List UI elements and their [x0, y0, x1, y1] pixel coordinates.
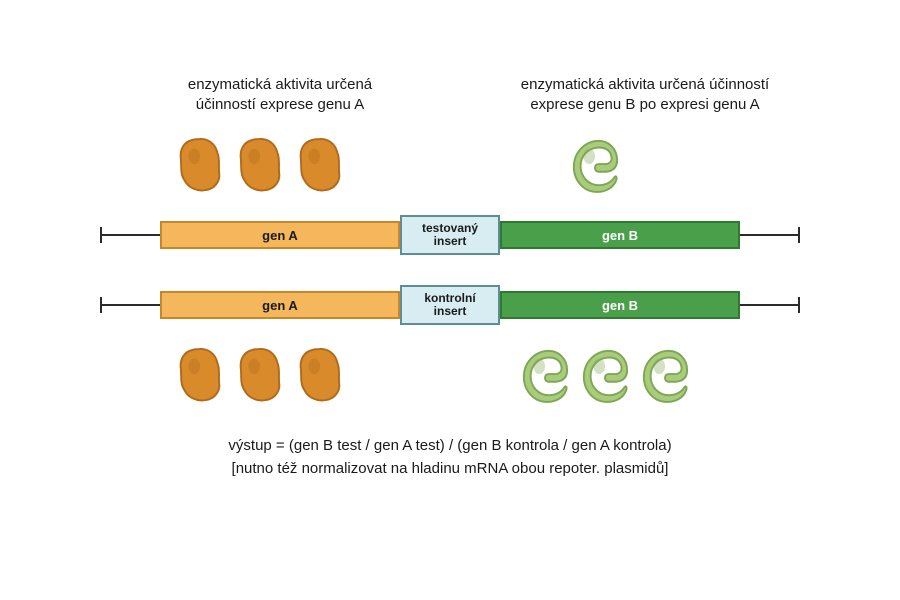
proteins-b-bottom	[520, 345, 690, 405]
protein-b-icon	[580, 345, 630, 405]
proteins-a-bottom	[175, 345, 345, 405]
label-gene-a-activity: enzymatická aktivita určená účinností exp…	[150, 75, 410, 116]
label-b-line1: enzymatická aktivita určená účinností	[521, 76, 769, 93]
label-b-line2: exprese genu B po expresi genu A	[530, 96, 759, 113]
insert-block-test: testovanýinsert	[400, 215, 500, 255]
axis-cap-right	[798, 297, 800, 313]
output-line2: [nutno též normalizovat na hladinu mRNA …	[232, 460, 669, 477]
gene-a-block: gen A	[160, 291, 400, 319]
protein-a-icon	[175, 345, 225, 405]
protein-a-icon	[235, 345, 285, 405]
protein-b-icon	[640, 345, 690, 405]
output-line1: výstup = (gen B test / gen A test) / (ge…	[228, 437, 671, 454]
protein-a-icon	[295, 135, 345, 195]
label-a-line2: účinností exprese genu A	[196, 96, 364, 113]
axis-line-left	[100, 234, 160, 236]
axis-cap-right	[798, 227, 800, 243]
insert-block-control: kontrolníinsert	[400, 285, 500, 325]
label-gene-b-activity: enzymatická aktivita určená účinností exp…	[495, 75, 795, 116]
proteins-a-top	[175, 135, 345, 195]
protein-a-icon	[295, 345, 345, 405]
output-formula: výstup = (gen B test / gen A test) / (ge…	[100, 435, 800, 480]
construct-control: gen Akontrolníinsertgen B	[100, 285, 800, 325]
construct-test: gen Atestovanýinsertgen B	[100, 215, 800, 255]
proteins-b-top	[570, 135, 620, 195]
insert-line2: insert	[434, 235, 467, 248]
axis-line-right	[740, 234, 800, 236]
gene-a-block: gen A	[160, 221, 400, 249]
insert-line2: insert	[434, 305, 467, 318]
protein-b-icon	[570, 135, 620, 195]
axis-line-right	[740, 304, 800, 306]
axis-line-left	[100, 304, 160, 306]
protein-b-icon	[520, 345, 570, 405]
protein-a-icon	[175, 135, 225, 195]
gene-b-block: gen B	[500, 291, 740, 319]
gene-b-block: gen B	[500, 221, 740, 249]
label-a-line1: enzymatická aktivita určená	[188, 76, 372, 93]
protein-a-icon	[235, 135, 285, 195]
